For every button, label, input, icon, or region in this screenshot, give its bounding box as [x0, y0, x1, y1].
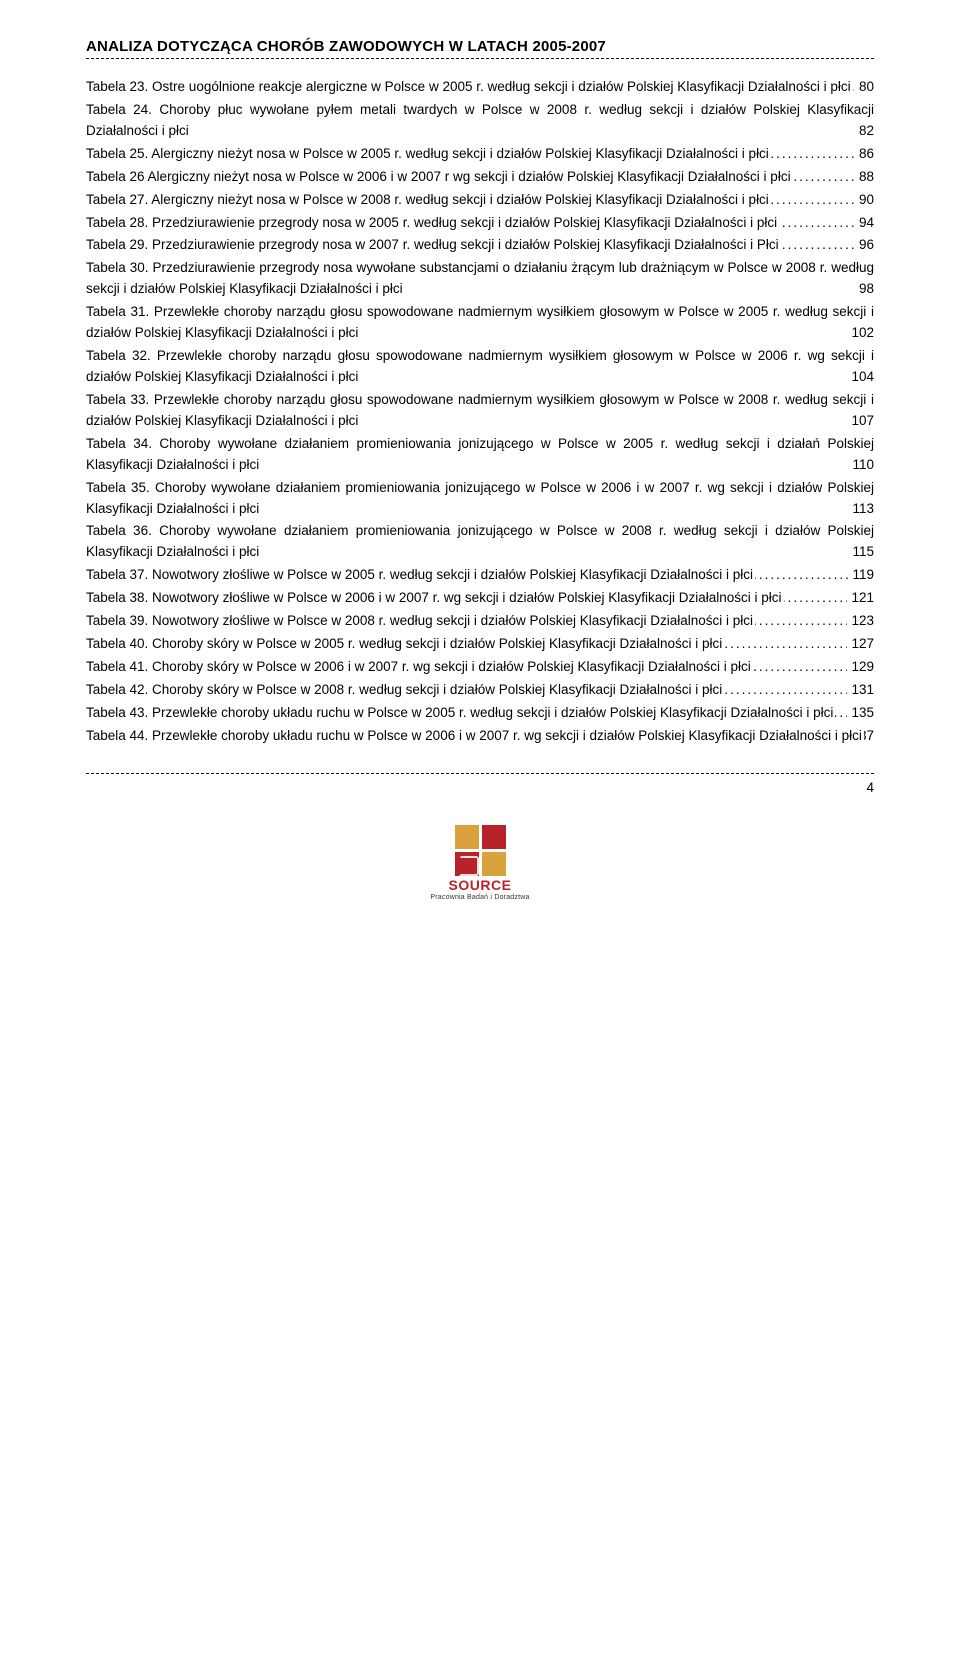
toc-entry: ........................................… — [86, 588, 874, 609]
toc-entry-page: 96 — [855, 235, 874, 256]
toc-entry-page: 121 — [847, 588, 874, 609]
toc-entry-page: 129 — [847, 657, 874, 678]
toc-entry-text: Tabela 42. Choroby skóry w Polsce w 2008… — [86, 682, 724, 697]
toc-entry: ........................................… — [86, 478, 874, 520]
toc-entry-page: 82 — [855, 121, 874, 142]
toc-entry-page: 110 — [848, 455, 874, 476]
toc-entry-page: 127 — [847, 634, 874, 655]
toc-entry: ........................................… — [86, 390, 874, 432]
toc-entry: ........................................… — [86, 657, 874, 678]
toc-entry: ........................................… — [86, 302, 874, 344]
toc-entry-text: Tabela 26 Alergiczny nieżyt nosa w Polsc… — [86, 169, 793, 184]
logo-icon — [455, 825, 506, 876]
toc-entry-page: 119 — [848, 565, 874, 586]
footer-logo: SOURCE Pracownia Badań i Doradztwa — [86, 825, 874, 901]
toc-entry-page: 113 — [848, 499, 874, 520]
toc-entry-text: Tabela 28. Przedziurawienie przegrody no… — [86, 215, 779, 230]
toc-entry-text: Tabela 37. Nowotwory złośliwe w Polsce w… — [86, 567, 755, 582]
toc-entry: ........................................… — [86, 611, 874, 632]
toc-entry-text: Tabela 44. Przewlekłe choroby układu ruc… — [86, 728, 864, 743]
toc-entry: ........................................… — [86, 726, 874, 747]
logo-subtext: Pracownia Badań i Doradztwa — [430, 894, 529, 901]
toc-entry-text: Tabela 40. Choroby skóry w Polsce w 2005… — [86, 636, 724, 651]
toc-entry: ........................................… — [86, 680, 874, 701]
toc-entry: ........................................… — [86, 634, 874, 655]
page-header-title: ANALIZA DOTYCZĄCA CHORÓB ZAWODOWYCH W LA… — [86, 38, 874, 55]
toc-entry: ........................................… — [86, 346, 874, 388]
toc-list: ........................................… — [86, 77, 874, 747]
toc-entry-text: Tabela 38. Nowotwory złośliwe w Polsce w… — [86, 590, 784, 605]
footer-divider — [86, 773, 874, 774]
toc-entry-text: Tabela 25. Alergiczny nieżyt nosa w Pols… — [86, 146, 771, 161]
logo-text: SOURCE — [449, 877, 512, 893]
toc-entry-page: 80 — [855, 77, 874, 98]
toc-entry-page: 86 — [855, 144, 874, 165]
toc-entry: ........................................… — [86, 167, 874, 188]
toc-entry-page: 104 — [847, 367, 874, 388]
toc-entry-text: Tabela 29. Przedziurawienie przegrody no… — [86, 237, 781, 252]
toc-entry-text: Tabela 43. Przewlekłe choroby układu ruc… — [86, 705, 835, 720]
toc-entry: ........................................… — [86, 77, 874, 98]
footer-row: 4 — [86, 780, 874, 829]
toc-entry-page: 123 — [847, 611, 874, 632]
toc-entry: ........................................… — [86, 565, 874, 586]
toc-entry: ........................................… — [86, 190, 874, 211]
toc-entry-text: Tabela 41. Choroby skóry w Polsce w 2006… — [86, 659, 753, 674]
toc-entry-page: 131 — [847, 680, 874, 701]
toc-entry-page: 102 — [847, 323, 874, 344]
toc-entry: ........................................… — [86, 100, 874, 142]
toc-entry: ........................................… — [86, 521, 874, 563]
toc-entry-page: 107 — [847, 411, 874, 432]
toc-entry: ........................................… — [86, 235, 874, 256]
toc-entry-page: 98 — [855, 279, 874, 300]
toc-entry-page: 90 — [855, 190, 874, 211]
toc-entry: ........................................… — [86, 213, 874, 234]
toc-entry: ........................................… — [86, 434, 874, 476]
toc-entry: ........................................… — [86, 144, 874, 165]
header-divider — [86, 58, 874, 59]
toc-entry: ........................................… — [86, 258, 874, 300]
toc-entry-text: Tabela 27. Alergiczny nieżyt nosa w Pols… — [86, 192, 771, 207]
toc-entry-text: Tabela 23. Ostre uogólnione reakcje aler… — [86, 79, 853, 94]
toc-entry-page: 135 — [847, 703, 874, 724]
toc-entry-page: 94 — [855, 213, 874, 234]
toc-entry-page: 88 — [855, 167, 874, 188]
page-number: 4 — [866, 780, 874, 795]
toc-entry-page: 115 — [848, 542, 874, 563]
toc-entry-text: Tabela 39. Nowotwory złośliwe w Polsce w… — [86, 613, 755, 628]
toc-entry: ........................................… — [86, 703, 874, 724]
